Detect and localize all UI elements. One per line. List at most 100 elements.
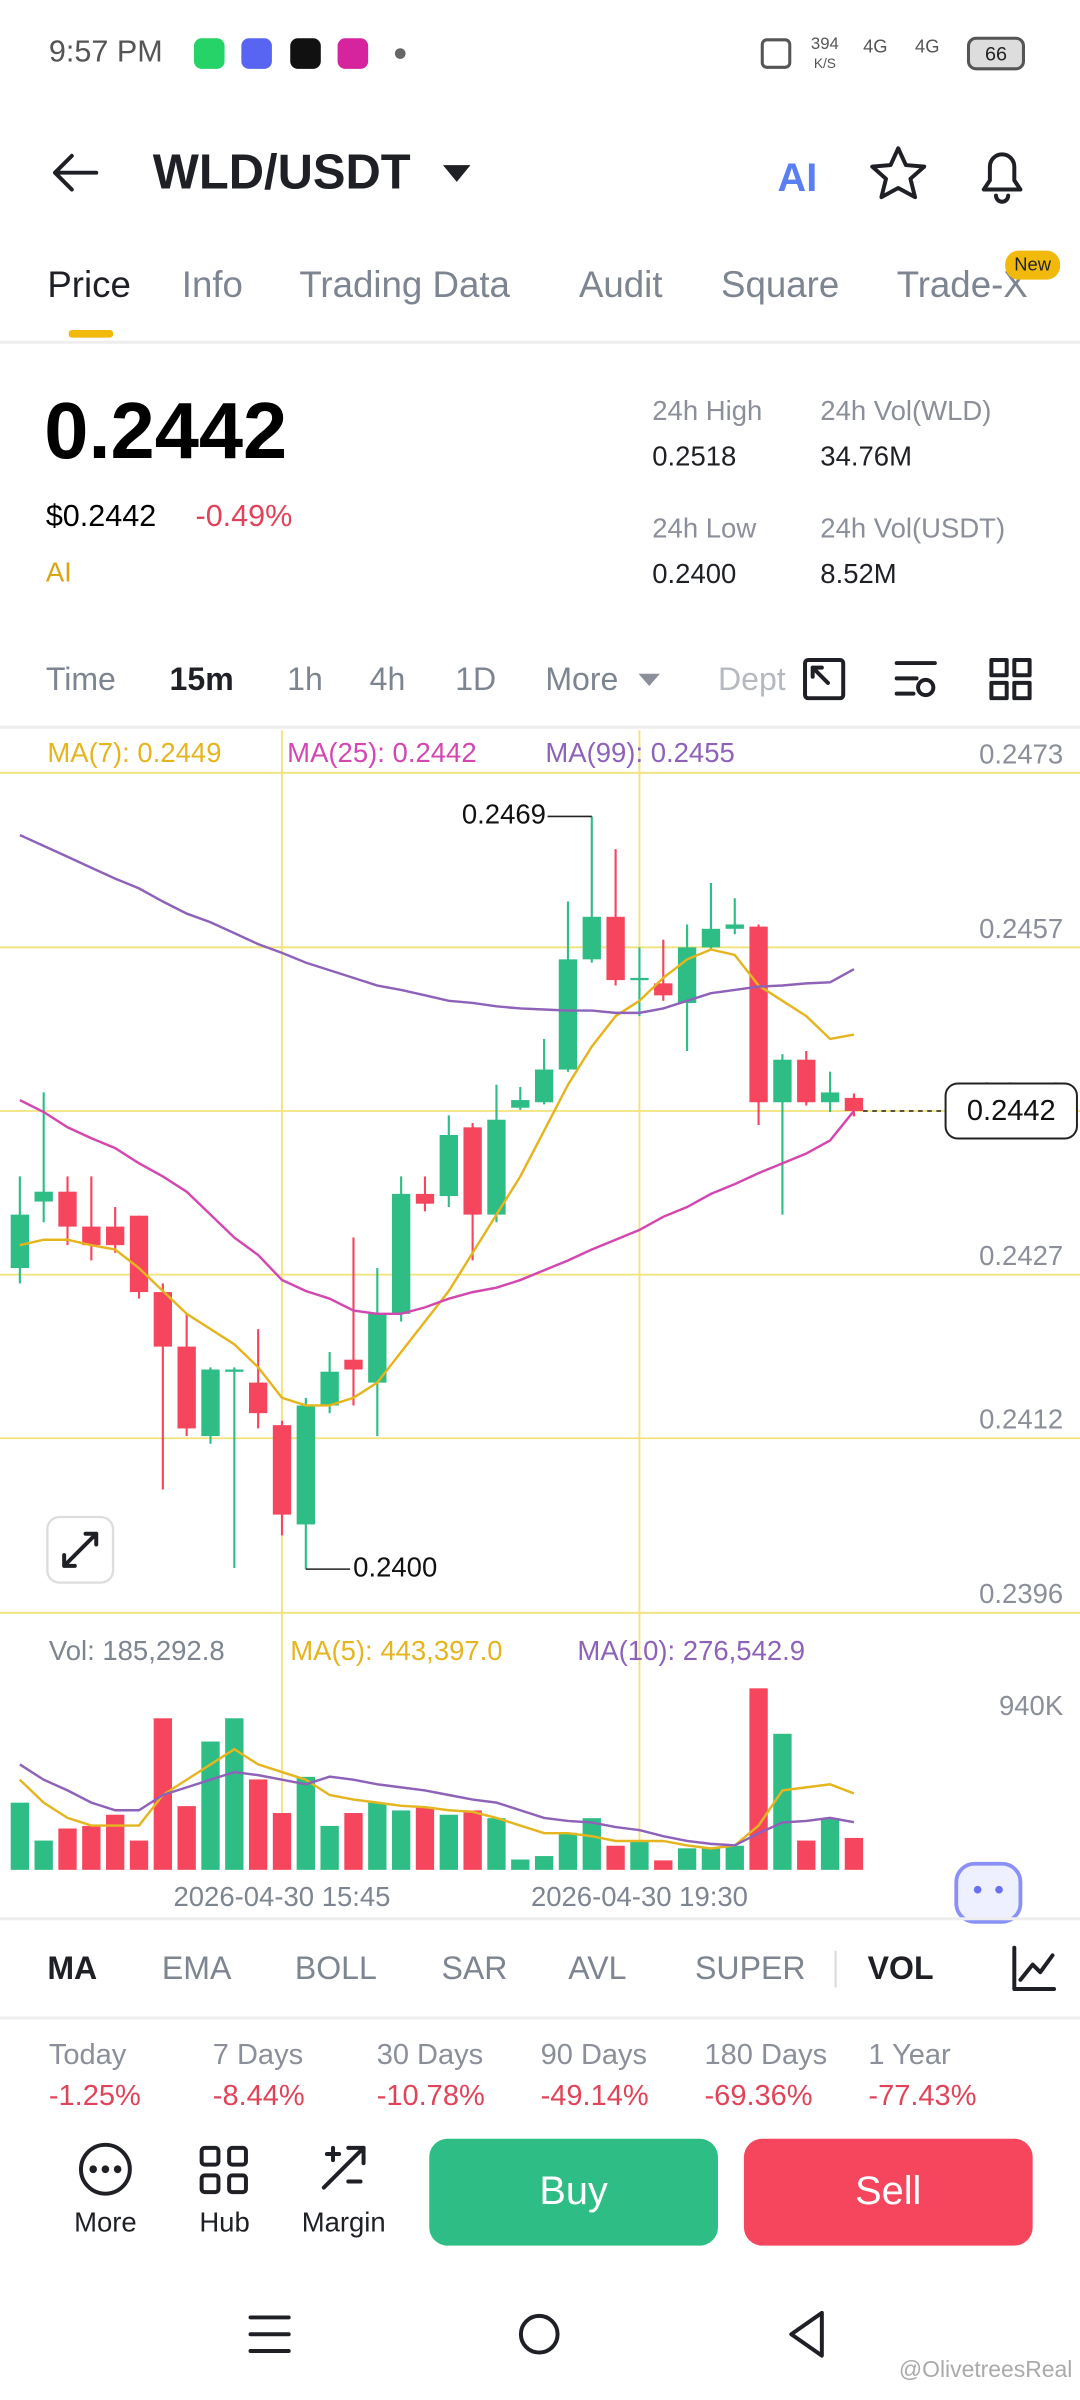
- tab[interactable]: Info: [182, 264, 243, 305]
- indicator-tab[interactable]: SAR: [441, 1950, 507, 1986]
- candle-body: [296, 1405, 315, 1525]
- low-label: 0.2400: [353, 1551, 437, 1582]
- volume-bar: [106, 1814, 125, 1870]
- candle-body: [677, 947, 697, 1003]
- interval-bar: Time 15m 1h 4h 1D More Dept: [46, 661, 786, 697]
- volume-bar: [201, 1741, 220, 1870]
- interval[interactable]: Time: [46, 661, 116, 697]
- candle-body: [248, 1382, 268, 1414]
- volume-bar: [344, 1813, 363, 1870]
- fullscreen-button[interactable]: [803, 658, 846, 701]
- action-label[interactable]: More: [74, 2207, 137, 2238]
- candle-body: [582, 916, 601, 960]
- app-icon: [290, 38, 321, 69]
- tab[interactable]: Trade-X: [897, 264, 1028, 305]
- candle-body: [797, 1059, 816, 1103]
- tab[interactable]: Audit: [579, 264, 663, 305]
- tab[interactable]: Square: [721, 264, 839, 305]
- buy-button[interactable]: [429, 2138, 718, 2246]
- tab[interactable]: Trading Data: [299, 264, 510, 305]
- clock: 9:57 PM: [49, 35, 163, 69]
- y-tick-label: 0.2473: [979, 738, 1063, 769]
- nav-back[interactable]: [789, 2310, 824, 2358]
- ma-line: [19, 1747, 855, 1850]
- indicator-bar: MA EMA BOLL SAR AVL SUPER VOL: [47, 1950, 933, 1986]
- alert-button[interactable]: [981, 152, 1023, 204]
- candle-body: [725, 924, 744, 929]
- pair-dropdown[interactable]: [442, 165, 471, 182]
- settings-button[interactable]: [894, 661, 937, 698]
- sell-button[interactable]: [743, 2138, 1033, 2246]
- candle-body: [177, 1346, 196, 1429]
- performance: Today -1.25% 7 Days -8.44% 30 Days -10.78% 90 …: [49, 2039, 977, 2112]
- indicator-tab[interactable]: EMA: [162, 1950, 232, 1986]
- indicator-tab[interactable]: BOLL: [295, 1950, 377, 1986]
- period-change: -10.78%: [377, 2080, 485, 2112]
- candle-body: [225, 1369, 244, 1372]
- volume-bar: [296, 1776, 315, 1870]
- period-label: 180 Days: [705, 2039, 828, 2071]
- action-label[interactable]: Margin: [302, 2207, 386, 2238]
- action-bar: More Hub Margin: [74, 2207, 386, 2238]
- more-dropdown[interactable]: [638, 673, 660, 686]
- interval[interactable]: 1D: [455, 661, 496, 697]
- back-button[interactable]: [53, 153, 99, 192]
- nav-home[interactable]: [518, 2313, 560, 2355]
- indicator-settings[interactable]: [1012, 1945, 1057, 1991]
- ai-tag[interactable]: AI: [46, 557, 72, 588]
- last-price-label: 0.2442: [967, 1095, 1056, 1127]
- volume-bar: [272, 1813, 292, 1870]
- candle-body: [558, 959, 578, 1070]
- period-label: 1 Year: [868, 2039, 951, 2071]
- last-price-box: [944, 1082, 1078, 1140]
- indicator-tab[interactable]: VOL: [868, 1950, 934, 1986]
- candle-body: [630, 977, 649, 981]
- volume-bar: [34, 1840, 53, 1870]
- indicator-tab[interactable]: MA: [47, 1950, 97, 1986]
- interval[interactable]: 1h: [287, 661, 323, 697]
- tab-bar: Price Info Trading Data Audit Square Trade-X: [47, 264, 1027, 305]
- ai-button[interactable]: AI: [778, 156, 818, 200]
- tab[interactable]: Price: [47, 264, 131, 305]
- y-tick-label: 0.2396: [979, 1578, 1063, 1609]
- stat-label: 24h Low: [652, 512, 756, 543]
- layout-button[interactable]: [989, 658, 1032, 701]
- candle-body: [320, 1371, 339, 1406]
- stat-value: 0.2518: [652, 441, 736, 472]
- volume-bar: [701, 1848, 721, 1870]
- volume-bar: [677, 1848, 697, 1870]
- active-tab-indicator: [68, 330, 114, 338]
- nfc-icon: [760, 38, 792, 69]
- candle-body: [415, 1193, 435, 1204]
- volume-bar: [248, 1779, 268, 1870]
- y-tick-label: 0.2457: [979, 913, 1063, 944]
- volume-bar: [391, 1810, 411, 1870]
- volume-bar: [630, 1840, 649, 1870]
- interval[interactable]: 4h: [370, 661, 406, 697]
- app-icon: [194, 38, 225, 69]
- nav-menu[interactable]: [248, 2315, 291, 2354]
- volume-bar: [320, 1825, 339, 1870]
- volume-bar: [820, 1818, 840, 1870]
- interval[interactable]: More: [545, 661, 618, 697]
- ma-line: [19, 948, 855, 1407]
- interval[interactable]: 15m: [170, 661, 234, 697]
- volume-bar: [368, 1802, 387, 1870]
- legend-entry: MA(5): 443,397.0: [290, 1635, 502, 1666]
- candle-body: [391, 1193, 411, 1314]
- interval[interactable]: Dept: [718, 661, 786, 697]
- indicator-tab[interactable]: SUPER: [695, 1950, 805, 1986]
- more-icon: [78, 2142, 132, 2196]
- candle-body: [749, 926, 768, 1103]
- pair-title[interactable]: WLD/USDT: [153, 146, 411, 200]
- volume-bar: [463, 1810, 482, 1870]
- assistant-button[interactable]: [954, 1861, 1023, 1924]
- candle-body: [201, 1369, 220, 1437]
- indicator-tab[interactable]: AVL: [568, 1950, 626, 1986]
- favorite-button[interactable]: [870, 146, 927, 200]
- action-label[interactable]: Hub: [199, 2207, 249, 2238]
- period-label: Today: [49, 2039, 127, 2071]
